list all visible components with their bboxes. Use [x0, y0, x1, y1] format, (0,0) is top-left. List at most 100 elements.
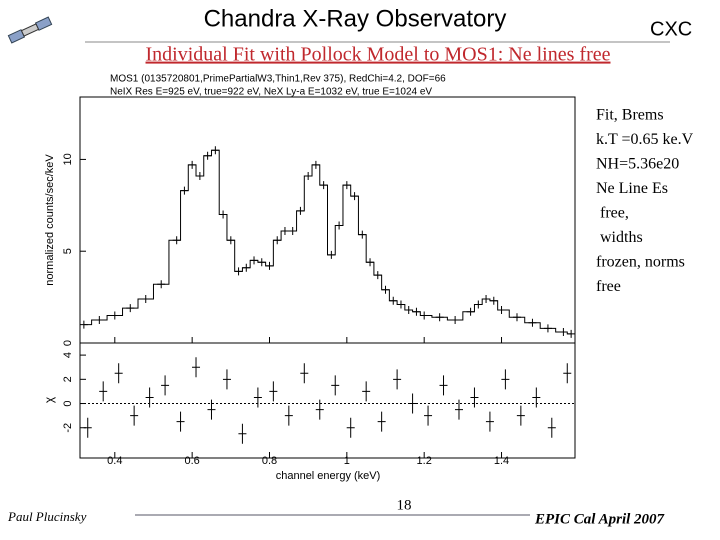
y-tick-label: 0 [62, 340, 74, 346]
badge: CXC [650, 18, 692, 40]
data-point [172, 236, 181, 245]
residual-point [114, 363, 123, 384]
data-point [211, 146, 220, 155]
data-point [126, 304, 135, 313]
x-tick-label: 0.4 [107, 455, 122, 467]
residual-point [408, 393, 417, 414]
residual-point [532, 387, 541, 408]
residual-point [563, 363, 572, 384]
footer-author: Paul Plucinsky [7, 509, 87, 524]
residual-point [547, 417, 556, 438]
residual-point [346, 417, 355, 438]
residual-point [192, 357, 201, 378]
y-tick-label: 2 [62, 376, 74, 382]
data-point [327, 250, 336, 259]
data-point [296, 206, 305, 215]
y-tick-label: -2 [62, 423, 74, 433]
data-point [257, 258, 266, 267]
residual-point [485, 411, 494, 432]
data-point [567, 329, 576, 338]
data-point [79, 320, 88, 329]
footer-event: EPIC Cal April 2007 [534, 511, 665, 527]
residual-point [470, 387, 479, 408]
y-tick-label: 4 [62, 352, 74, 358]
residual-point [176, 411, 185, 432]
data-point [188, 160, 197, 169]
data-point [350, 192, 359, 201]
residual-point [424, 405, 433, 426]
data-point [404, 305, 413, 314]
data-point [358, 230, 367, 239]
data-point [389, 296, 398, 305]
note-line: frozen, norms [596, 254, 685, 271]
data-point [250, 256, 259, 265]
data-point [342, 181, 351, 190]
residual-point [454, 399, 463, 420]
data-point [451, 316, 460, 325]
y-tick-label: 10 [62, 153, 74, 165]
data-point [319, 181, 328, 190]
residual-point [222, 369, 231, 390]
x-axis-label: channel energy (keV) [276, 470, 381, 482]
note-line: free, [596, 205, 629, 222]
residual-point [501, 369, 510, 390]
residual-point [362, 381, 371, 402]
note-line: widths [596, 229, 643, 246]
data-point [396, 300, 405, 309]
data-point [203, 151, 212, 160]
data-point [157, 280, 166, 289]
note-line: Fit, Brems [596, 107, 664, 124]
data-point [412, 307, 421, 316]
residual-point [516, 405, 525, 426]
residual-point [269, 381, 278, 402]
page-number: 18 [397, 497, 412, 513]
plot-title: MOS1 (0135720801,PrimePartialW3,Thin1,Re… [110, 74, 446, 85]
data-point [195, 171, 204, 180]
residual-point [145, 387, 154, 408]
x-tick-label: 1.4 [494, 455, 509, 467]
data-point [366, 258, 375, 267]
data-point [234, 267, 243, 276]
residual-point [130, 405, 139, 426]
data-point [180, 186, 189, 195]
data-point [141, 294, 150, 303]
data-point [242, 263, 251, 272]
data-point [543, 324, 552, 333]
x-tick-label: 1 [344, 455, 350, 467]
data-point [466, 307, 475, 316]
data-point [435, 313, 444, 322]
slide-subtitle: Individual Fit with Pollock Model to MOS… [146, 44, 611, 66]
residual-point [331, 375, 340, 396]
data-point [381, 285, 390, 294]
residual-point [377, 411, 386, 432]
data-point [512, 313, 521, 322]
x-tick-label: 0.8 [262, 455, 277, 467]
y-tick-label: 0 [62, 400, 74, 406]
data-point [226, 236, 235, 245]
data-point [311, 160, 320, 169]
data-point [497, 305, 506, 314]
note-line: NH=5.36e20 [596, 156, 679, 173]
data-point [273, 236, 282, 245]
residual-point [253, 387, 262, 408]
data-point [219, 210, 228, 219]
residual-point [315, 399, 324, 420]
y2-axis-label: χ [42, 396, 56, 403]
data-point [304, 171, 313, 180]
residual-point [238, 423, 247, 444]
data-point [489, 296, 498, 305]
bottom-frame [79, 342, 576, 459]
data-point [335, 221, 344, 230]
y-tick-label: 5 [62, 248, 74, 254]
data-point [288, 227, 297, 236]
slide-title: Chandra X-Ray Observatory [204, 5, 507, 32]
data-point [95, 316, 104, 325]
residual-point [284, 405, 293, 426]
data-point [420, 311, 429, 320]
note-line: k.T =0.65 ke.V [596, 131, 694, 148]
data-point [559, 327, 568, 336]
x-tick-label: 0.6 [185, 455, 200, 467]
x-tick-label: 1.2 [417, 455, 432, 467]
